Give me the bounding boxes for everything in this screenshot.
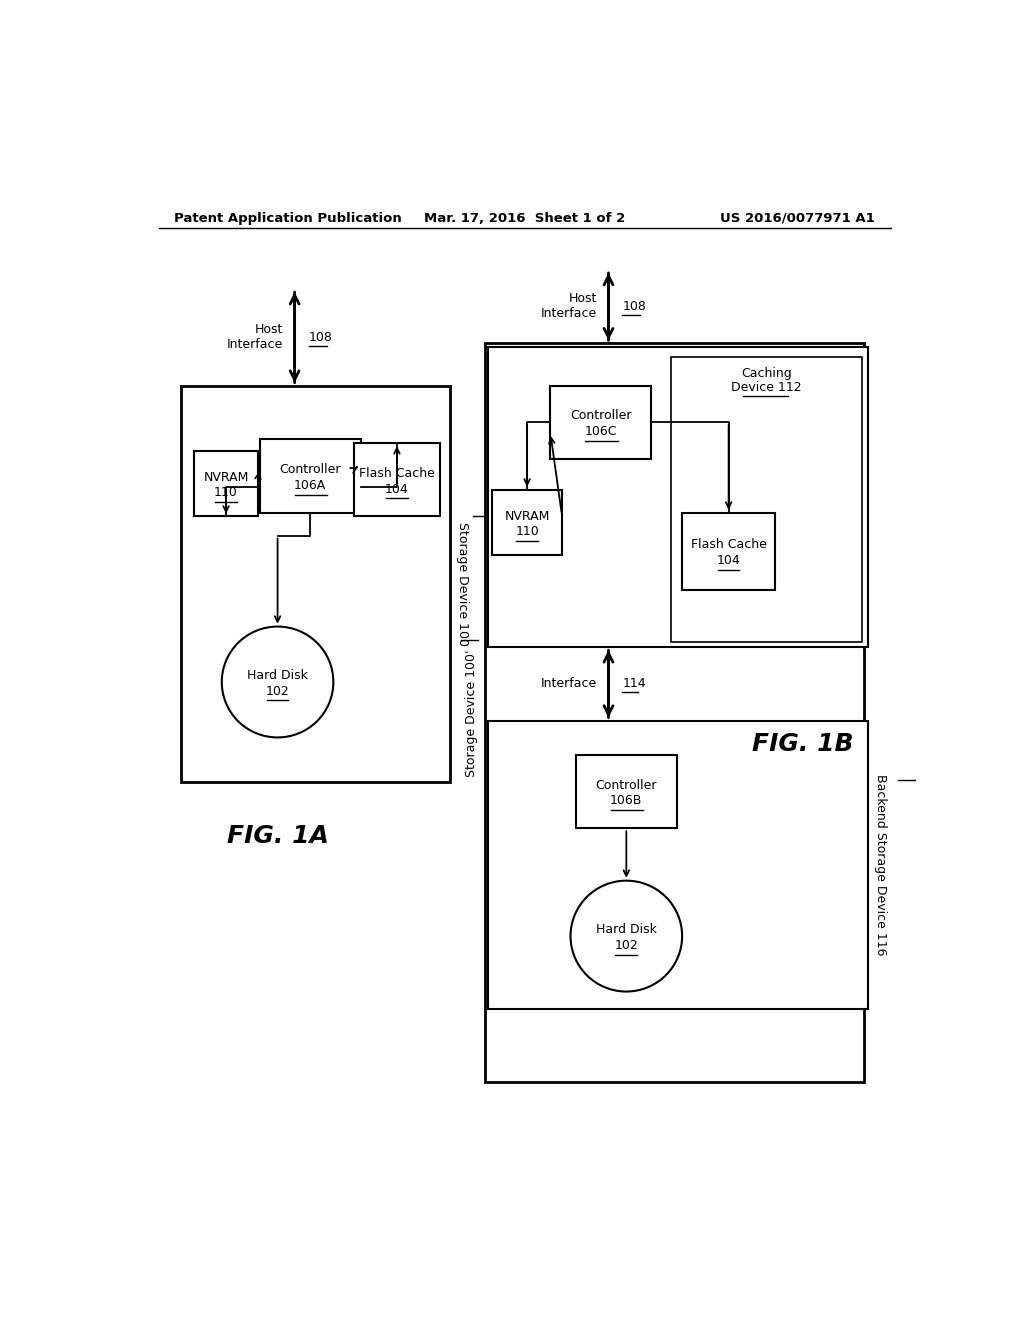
Text: Patent Application Publication: Patent Application Publication xyxy=(174,213,402,224)
Text: NVRAM: NVRAM xyxy=(505,510,550,523)
Bar xyxy=(180,385,450,781)
Text: 104: 104 xyxy=(385,483,409,495)
Text: 108: 108 xyxy=(308,330,333,343)
Text: Controller: Controller xyxy=(596,779,657,792)
Bar xyxy=(484,343,864,1082)
Text: Caching: Caching xyxy=(740,367,792,380)
Text: FIG. 1A: FIG. 1A xyxy=(226,824,329,847)
Text: FIG. 1B: FIG. 1B xyxy=(752,731,853,755)
Text: Device 112: Device 112 xyxy=(731,381,802,395)
Text: NVRAM: NVRAM xyxy=(204,471,249,484)
Text: 110: 110 xyxy=(214,487,238,499)
Text: Interface: Interface xyxy=(541,677,597,690)
Text: Flash Cache: Flash Cache xyxy=(690,539,767,552)
Text: 102: 102 xyxy=(265,685,290,698)
Text: Storage Device 100': Storage Device 100' xyxy=(465,649,478,776)
Bar xyxy=(194,451,258,516)
Text: 110: 110 xyxy=(515,525,539,539)
Bar xyxy=(354,444,439,516)
Text: Host
Interface: Host Interface xyxy=(541,292,597,321)
Text: Host
Interface: Host Interface xyxy=(226,323,283,351)
Text: Flash Cache: Flash Cache xyxy=(359,467,435,480)
Bar xyxy=(682,512,775,590)
Text: 104: 104 xyxy=(717,554,740,566)
Text: Storage Device 100: Storage Device 100 xyxy=(456,521,469,645)
Text: Hard Disk: Hard Disk xyxy=(596,924,656,936)
Bar xyxy=(488,347,868,647)
Text: 106B: 106B xyxy=(610,795,642,808)
Text: 114: 114 xyxy=(623,677,646,690)
Text: Controller: Controller xyxy=(570,409,632,422)
Text: Hard Disk: Hard Disk xyxy=(247,669,308,682)
Bar xyxy=(260,440,360,512)
Bar xyxy=(550,385,651,459)
Text: 102: 102 xyxy=(614,939,638,952)
Text: US 2016/0077971 A1: US 2016/0077971 A1 xyxy=(720,213,876,224)
Text: Backend Storage Device 116: Backend Storage Device 116 xyxy=(874,774,888,956)
Text: Mar. 17, 2016  Sheet 1 of 2: Mar. 17, 2016 Sheet 1 of 2 xyxy=(424,213,626,224)
Bar xyxy=(671,358,862,642)
Text: 106C: 106C xyxy=(585,425,617,438)
Bar xyxy=(575,755,677,829)
Bar xyxy=(493,490,562,554)
Text: 106A: 106A xyxy=(294,479,327,492)
Bar xyxy=(488,721,868,1010)
Text: 108: 108 xyxy=(623,300,646,313)
Text: Controller: Controller xyxy=(280,463,341,477)
